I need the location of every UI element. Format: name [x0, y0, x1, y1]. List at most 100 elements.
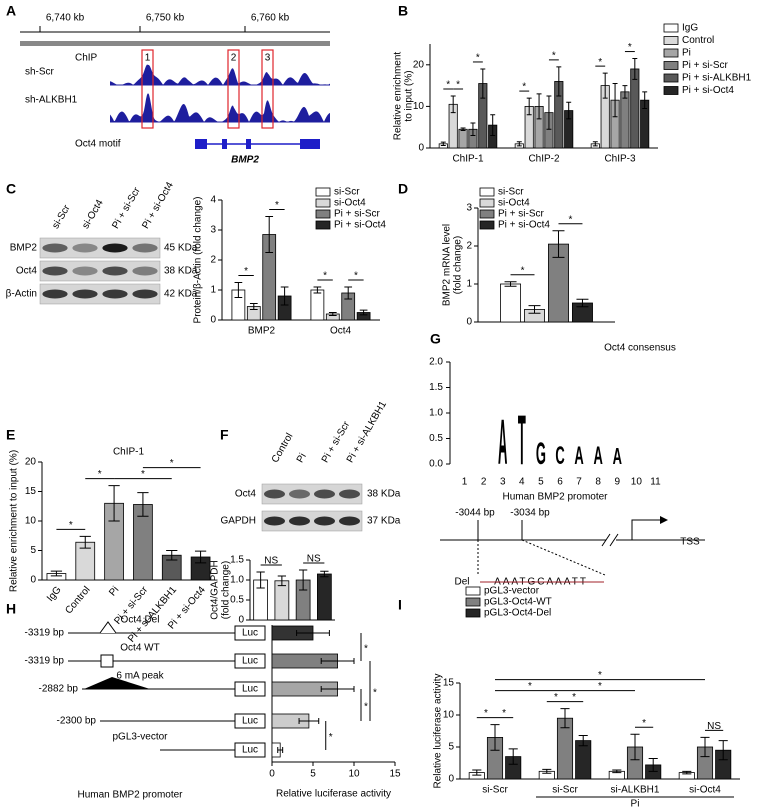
bar	[620, 91, 630, 149]
x-tick-label: si-Scr	[482, 785, 508, 796]
panel-label: D	[398, 181, 408, 197]
chart-title: ChIP-1	[113, 447, 145, 458]
error-bar	[516, 141, 522, 147]
error-bar	[508, 748, 518, 765]
significance-label: *	[69, 520, 73, 531]
error-bar	[560, 708, 570, 729]
significance-label: *	[364, 644, 368, 655]
significance-label: *	[484, 708, 488, 719]
significance-label: *	[244, 266, 248, 277]
logo-letter: T	[518, 400, 526, 479]
y-tick-label: 10	[25, 516, 37, 527]
blot-row-label: Oct4	[235, 489, 257, 500]
significance-label: *	[275, 200, 279, 211]
error-bar	[622, 85, 628, 99]
x-tick-label: 10	[348, 769, 360, 780]
blot-size-label: 38 KDa	[367, 489, 401, 500]
x-tick-label: 5	[310, 769, 316, 780]
lane-label: Pi + si-Oct4	[140, 180, 176, 231]
legend-label: Pi + si-Scr	[682, 60, 729, 71]
legend-swatch	[315, 209, 331, 219]
error-bar	[137, 492, 149, 517]
legend-label: si-Scr	[498, 187, 524, 198]
legend-swatch	[465, 586, 481, 596]
panel-label: G	[430, 331, 441, 347]
coverage-track	[110, 93, 330, 122]
x-tick-label: si-Oct4	[689, 785, 721, 796]
legend-label: si-Oct4	[498, 198, 530, 209]
y-axis-label: Relative luciferase activity	[433, 673, 444, 788]
x-tick-label: 8	[595, 477, 601, 488]
y-tick-label: 0	[418, 143, 424, 154]
x-tick-label: 5	[538, 477, 544, 488]
x-tick-label: 4	[519, 477, 525, 488]
blot-band	[102, 289, 128, 299]
x-tick-label: Control	[63, 585, 92, 617]
blot-size-label: 45 KDa	[164, 243, 198, 254]
panel-label: C	[6, 181, 16, 197]
blot-band	[264, 489, 285, 499]
x-tick-label: IgG	[45, 584, 64, 604]
logo-letter: C	[555, 443, 564, 471]
legend-swatch	[315, 187, 331, 197]
blot-band	[42, 243, 68, 253]
blot-row-label: Oct4	[16, 266, 38, 277]
panel-label: A	[6, 3, 16, 19]
legend-label: Pi + si-Scr	[334, 209, 381, 220]
error-bar	[718, 740, 728, 761]
peak-number: 1	[145, 53, 151, 64]
reporter-label: Luc	[242, 684, 258, 695]
chip-label: ChIP	[75, 53, 98, 64]
construct-feature: Oct4 WT	[120, 643, 159, 654]
coord-label: 6,750 kb	[146, 13, 185, 24]
x-tick-label: 7	[576, 477, 582, 488]
blot-band	[339, 489, 360, 499]
exon	[300, 139, 320, 149]
blot-band	[289, 516, 310, 526]
blot-band	[42, 266, 68, 276]
x-tick-label: si-Scr	[552, 785, 578, 796]
peak-box	[227, 49, 240, 129]
error-bar	[79, 535, 91, 549]
x-tick-label: 6	[557, 477, 563, 488]
blot-band	[72, 266, 98, 276]
lane-label: Pi + si-Scr	[110, 185, 143, 231]
legend-swatch	[479, 187, 495, 197]
x-tick-label: 1	[462, 477, 468, 488]
blot-band	[289, 489, 310, 499]
error-bar	[440, 141, 446, 147]
error-bar	[576, 298, 589, 308]
error-bar	[472, 769, 482, 776]
y-tick-label: 0	[448, 774, 454, 785]
error-bar	[578, 734, 588, 747]
error-bar	[296, 630, 330, 636]
lane-label: si-Scr	[50, 203, 73, 231]
legend-label: si-Oct4	[334, 198, 366, 209]
error-bar	[566, 101, 572, 120]
significance-label: *	[373, 688, 377, 699]
x-tick-label: ChIP-2	[528, 154, 560, 165]
y-tick-label: 15	[443, 678, 455, 689]
error-bar	[277, 747, 284, 753]
blot-row-label: GAPDH	[220, 516, 256, 527]
x-tick-label: ChIP-3	[604, 154, 636, 165]
y-tick-label: 1	[466, 279, 472, 290]
error-bar	[234, 282, 243, 298]
significance-label: *	[354, 271, 358, 282]
significance-label: *	[364, 702, 368, 713]
significance-label: NS	[307, 554, 321, 565]
blot-strip	[261, 510, 363, 532]
lane-label: Pi + si-ALKBH1	[345, 399, 389, 465]
legend-swatch	[465, 608, 481, 618]
y-tick-label: 1.0	[429, 408, 443, 419]
panel-label: H	[6, 601, 16, 617]
legend-swatch	[663, 61, 679, 70]
y-tick-label: 5	[30, 545, 36, 556]
error-bar	[490, 114, 496, 137]
significance-label: *	[552, 51, 556, 62]
x-axis-label: Relative luciferase activity	[276, 789, 391, 800]
error-bar	[450, 95, 456, 114]
y-axis-label: Relative enrichment to input (%)	[9, 450, 20, 592]
significance-label: *	[569, 214, 573, 225]
legend-label: Pi + si-Oct4	[498, 220, 550, 231]
